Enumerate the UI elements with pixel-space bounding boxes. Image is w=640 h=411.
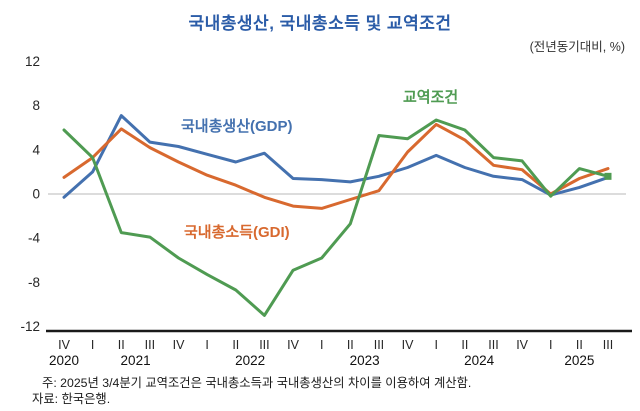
- y-axis-tick-label: 8: [32, 98, 40, 113]
- x-axis-tick-label: I: [549, 338, 552, 352]
- y-axis-tick-label: -12: [20, 319, 40, 334]
- x-axis-year-label: 2023: [350, 353, 380, 368]
- series-line-2: [62, 118, 610, 317]
- x-axis-tick-label: I: [205, 338, 208, 352]
- y-axis-tick-label: 0: [32, 187, 40, 202]
- series-label-tot: 교역조건: [403, 89, 459, 106]
- x-axis-year-label: 2022: [235, 353, 265, 368]
- x-axis-tick-label: IV: [287, 338, 299, 352]
- x-axis-tick-label: III: [374, 338, 384, 352]
- x-axis-year-label: 2025: [564, 353, 594, 368]
- unit-label: (전년동기대비, %): [529, 40, 625, 54]
- series-label-gdi: 국내총소득(GDI): [184, 224, 290, 241]
- footnote: 주: 2025년 3/4분기 교역조건은 국내총소득과 국내총생산의 차이를 이…: [42, 376, 472, 390]
- x-axis-tick-label: II: [118, 338, 125, 352]
- x-axis-tick-label: IV: [173, 338, 185, 352]
- x-axis-tick-label: II: [576, 338, 583, 352]
- y-axis-tick-label: 4: [32, 142, 40, 157]
- series-label-gdp: 국내총생산(GDP): [181, 118, 293, 135]
- source-note: 자료: 한국은행.: [32, 392, 111, 406]
- series-line-0: [62, 114, 610, 199]
- series-end-marker-2: [604, 172, 612, 180]
- x-axis-year-label: 2024: [464, 353, 495, 368]
- x-axis-tick-label: I: [434, 338, 437, 352]
- y-axis-tick-label: 12: [25, 54, 40, 69]
- x-axis-tick-label: III: [488, 338, 498, 352]
- x-axis-tick-label: II: [347, 338, 354, 352]
- series-line-1: [62, 122, 610, 210]
- x-axis-tick-label: IV: [58, 338, 70, 352]
- x-axis-year-label: 2021: [121, 353, 151, 368]
- x-axis-year-label: 2020: [49, 353, 79, 368]
- x-axis-tick-label: II: [232, 338, 239, 352]
- chart-title: 국내총생산, 국내총소득 및 교역조건: [188, 14, 452, 33]
- x-axis-tick-label: III: [259, 338, 269, 352]
- y-axis-tick-label: -4: [28, 231, 40, 246]
- x-axis-tick-label: II: [461, 338, 468, 352]
- x-axis-tick-label: III: [145, 338, 155, 352]
- x-axis-tick-label: I: [320, 338, 323, 352]
- x-axis-tick-label: IV: [402, 338, 414, 352]
- y-axis-tick-label: -8: [28, 275, 40, 290]
- x-axis-tick-label: IV: [516, 338, 528, 352]
- x-axis-tick-label: III: [603, 338, 613, 352]
- x-axis-tick-label: I: [91, 338, 94, 352]
